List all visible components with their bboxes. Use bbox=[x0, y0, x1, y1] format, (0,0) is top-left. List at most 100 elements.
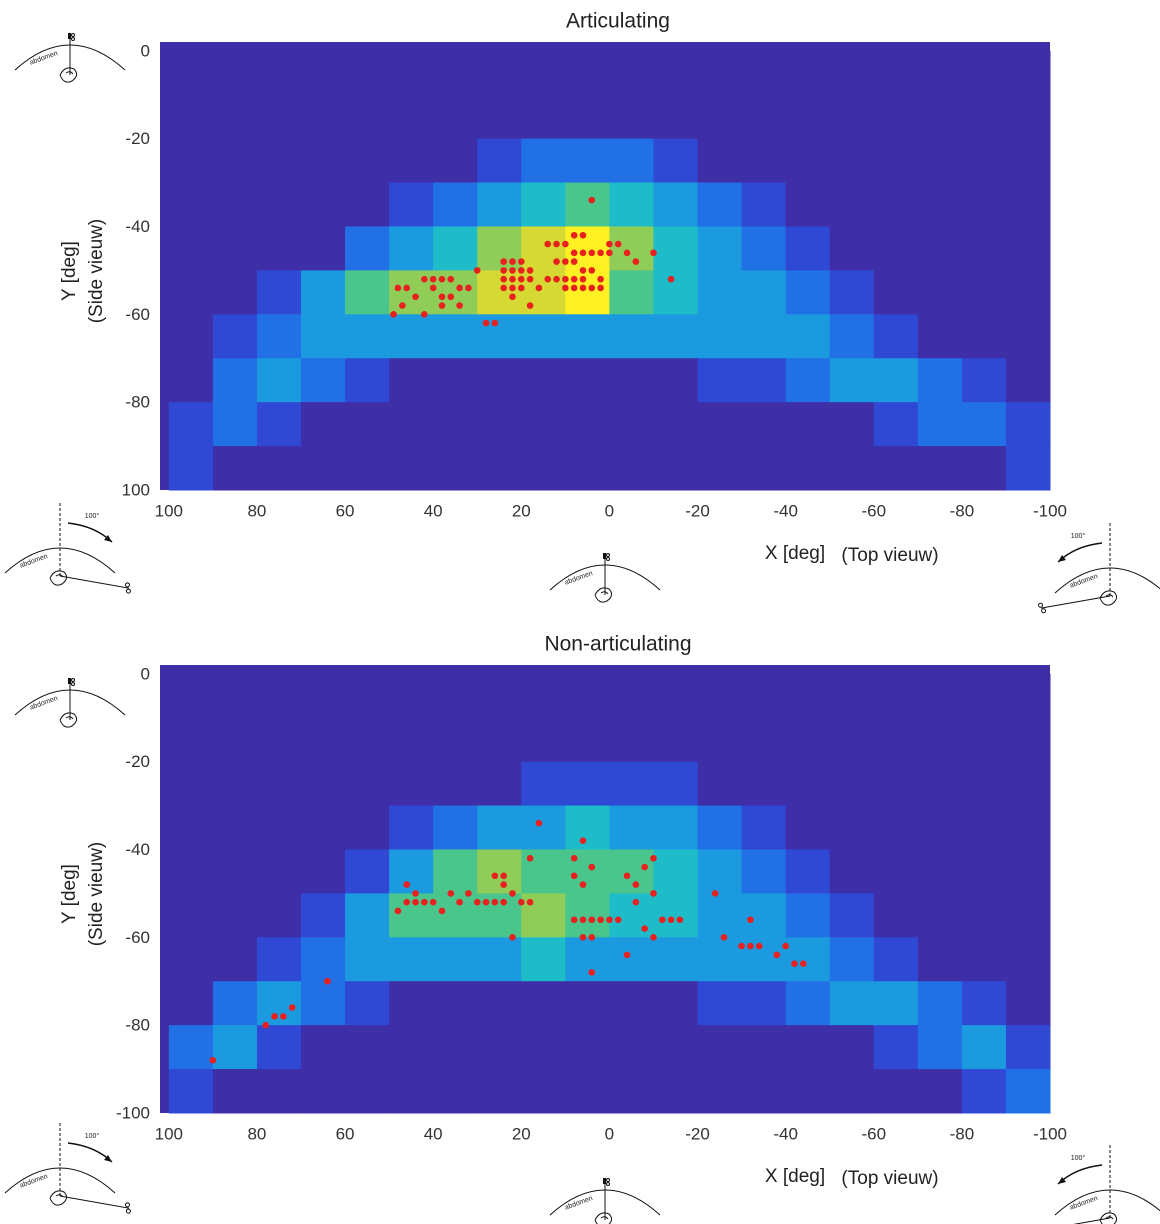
y-axis-label: Y [deg] bbox=[59, 241, 80, 301]
heatmap-cell bbox=[168, 717, 214, 763]
heatmap-cell bbox=[212, 270, 258, 315]
heatmap-cell bbox=[829, 50, 875, 96]
heatmap-cell bbox=[521, 314, 566, 359]
heatmap-cell bbox=[873, 446, 919, 491]
peak-point bbox=[403, 881, 411, 888]
tilted-probe bbox=[1040, 1217, 1111, 1224]
peak-point bbox=[641, 863, 648, 871]
heatmap-cell bbox=[785, 314, 831, 359]
heatmap-cell bbox=[653, 805, 699, 850]
peak-point bbox=[738, 942, 745, 950]
heatmap-cell bbox=[565, 673, 610, 719]
peak-point bbox=[650, 854, 657, 862]
heatmap-cell bbox=[785, 446, 831, 491]
peak-point bbox=[588, 934, 596, 941]
peak-point bbox=[438, 275, 446, 283]
heatmap-cell bbox=[785, 849, 831, 894]
heatmap-cell bbox=[785, 138, 831, 184]
heatmap-cell bbox=[168, 673, 214, 719]
chart-title: Non-articulating bbox=[544, 633, 691, 656]
heatmap-cell bbox=[873, 981, 919, 1026]
heatmap-cell bbox=[697, 314, 743, 359]
heatmap-cell bbox=[565, 981, 610, 1026]
heatmap-cell bbox=[741, 981, 787, 1026]
heatmap-cell bbox=[741, 1069, 787, 1114]
heatmap-cell bbox=[477, 761, 522, 807]
heatmap-cell bbox=[168, 1069, 214, 1114]
heatmap-cell bbox=[256, 446, 302, 491]
heatmap-cell bbox=[1005, 226, 1051, 271]
angle-label: 100° bbox=[1071, 532, 1086, 540]
heatmap-cell bbox=[785, 1069, 831, 1114]
tilted-probe bbox=[59, 575, 131, 594]
heatmap-cell bbox=[168, 849, 214, 894]
peak-point bbox=[570, 854, 578, 862]
peak-point bbox=[623, 951, 631, 959]
peak-point bbox=[579, 934, 587, 941]
x-tick-label: 40 bbox=[424, 1124, 443, 1143]
heatmap-cell bbox=[1005, 893, 1051, 938]
abdomen-label: abdomen bbox=[29, 50, 59, 67]
heatmap-cell bbox=[917, 50, 963, 96]
arrow-head bbox=[1058, 555, 1066, 562]
heatmap-cell bbox=[873, 226, 919, 271]
heatmap-cell bbox=[345, 1069, 390, 1114]
peak-point bbox=[412, 898, 419, 906]
x-tick-label: -40 bbox=[773, 501, 798, 520]
heatmap-cell bbox=[697, 761, 743, 807]
heatmap-cell bbox=[917, 358, 963, 403]
probe-tip bbox=[1038, 602, 1044, 608]
x-tick-label: -40 bbox=[773, 1124, 798, 1143]
peak-point bbox=[526, 854, 534, 862]
heatmap-cell bbox=[785, 270, 831, 315]
heatmap-cell bbox=[741, 446, 787, 491]
arrow-head bbox=[104, 535, 112, 542]
heatmap-cell bbox=[1005, 761, 1051, 807]
probe-icon bbox=[603, 1178, 610, 1220]
peak-point bbox=[421, 275, 428, 283]
heatmap-cell bbox=[697, 226, 743, 271]
peak-point bbox=[509, 275, 516, 283]
peak-point bbox=[500, 258, 507, 265]
heatmap-cell bbox=[256, 849, 302, 894]
orientation-sketch: abdomen 100° bbox=[1038, 523, 1160, 614]
heatmap-cell bbox=[300, 50, 346, 96]
heatmap-cell bbox=[917, 314, 963, 359]
peak-point bbox=[791, 960, 798, 967]
peak-point bbox=[597, 284, 604, 292]
probe-tip bbox=[124, 1202, 130, 1208]
heatmap-cell bbox=[741, 402, 787, 447]
peak-point bbox=[614, 240, 622, 248]
heatmap-cell bbox=[345, 446, 390, 491]
heatmap-cell bbox=[785, 981, 831, 1026]
heatmap-cell bbox=[785, 893, 831, 938]
x-tick-label: 60 bbox=[336, 1124, 355, 1143]
heatmap-cell bbox=[433, 981, 478, 1026]
heatmap-cell bbox=[609, 446, 654, 491]
peak-point bbox=[429, 275, 437, 283]
heatmap-cell bbox=[256, 314, 302, 359]
peak-point bbox=[588, 916, 596, 924]
heatmap-cell bbox=[212, 937, 258, 982]
heatmap-cell bbox=[609, 849, 654, 894]
heatmap-cell bbox=[917, 1069, 963, 1114]
heatmap-cell bbox=[168, 94, 214, 140]
heatmap-cell bbox=[212, 402, 258, 447]
heatmap-cell bbox=[873, 673, 919, 719]
heatmap-cell bbox=[697, 849, 743, 894]
heatmap-cell bbox=[389, 1069, 434, 1114]
heatmap-cell bbox=[653, 50, 699, 96]
heatmap-cell bbox=[477, 849, 522, 894]
heatmap-cell bbox=[609, 94, 654, 140]
heatmap-cell bbox=[256, 893, 302, 938]
heatmap-cell bbox=[345, 358, 390, 403]
heatmap-cell bbox=[917, 893, 963, 938]
angle-label: 100° bbox=[85, 512, 100, 520]
y-axis-note: (Side vieuw) bbox=[86, 219, 107, 324]
x-tick-label: -60 bbox=[861, 501, 886, 520]
heatmap-cell bbox=[521, 981, 566, 1026]
heatmap-cell bbox=[300, 446, 346, 491]
heatmap-cell bbox=[477, 270, 522, 315]
heatmap-cell bbox=[961, 270, 1007, 315]
heatmap-cell bbox=[873, 314, 919, 359]
